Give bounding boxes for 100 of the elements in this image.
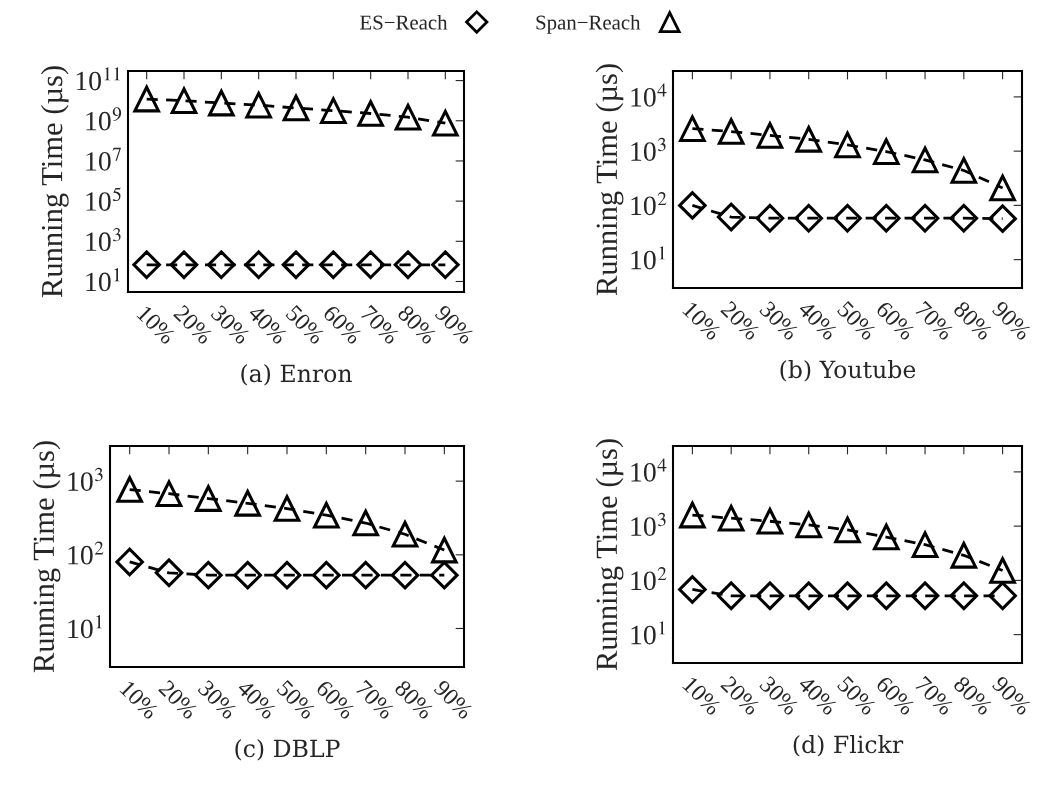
x-tick-label: 90% [433,679,474,720]
point [391,520,419,548]
point [989,557,1016,584]
point [794,509,823,539]
point [155,480,183,508]
x-tick-label: 90% [991,675,1033,716]
y-tick-label: 10$^{2}$ [68,541,104,565]
point [319,250,348,280]
point [678,575,707,604]
x-tick-label: 30% [197,679,238,720]
point [911,531,939,559]
legend-label: ES−Reach [360,14,448,30]
point [988,204,1017,233]
y-axis-title: Running Time (µs) [32,441,61,673]
point [756,122,784,149]
x-tick-label: 50% [836,675,878,716]
point [756,507,784,535]
point [431,250,460,280]
point [678,191,707,220]
point [430,534,459,564]
point [872,138,900,165]
x-tick-label: 20% [157,679,199,720]
point [244,250,273,280]
text: (a) Enron [241,364,352,386]
point [872,521,901,551]
y-tick-label: 10$^{3}$ [68,467,103,491]
point [356,250,385,280]
point [272,560,302,590]
y-tick-label: 10$^{4}$ [631,83,667,107]
x-tick-label: 70% [914,675,955,716]
point [717,118,745,145]
point [871,581,901,611]
y-tick-label: 10$^{2}$ [631,191,667,216]
y-tick-label: 10$^{11}$ [76,67,120,91]
point [234,489,261,517]
point [949,203,979,233]
legend-label: Span−Reach [536,14,641,34]
point [910,203,940,233]
y-tick-label: 10$^{3}$ [86,227,121,252]
x-tick-label: 50% [276,679,317,720]
point [833,581,862,611]
point [833,514,862,544]
x-tick-label: 70% [354,679,396,720]
point [950,157,978,184]
x-tick-label: 30% [758,675,800,716]
x-tick-label: 30% [210,304,251,345]
point [678,499,707,529]
point [679,115,706,142]
point [755,203,785,233]
point [313,501,340,529]
x-tick-label: 50% [836,300,878,341]
point [794,203,824,233]
y-tick-label: 10$^{1}$ [86,268,120,292]
y-tick-label: 10$^{1}$ [631,246,665,270]
point [351,507,380,537]
point [393,250,423,280]
point [755,581,785,611]
y-tick-label: 10$^{7}$ [86,147,121,171]
x-tick-label: 60% [875,675,916,716]
point [207,250,236,280]
y-axis-title: Running Time (µs) [595,64,624,296]
x-tick-label: 60% [875,300,916,341]
point [281,250,311,280]
point [871,203,901,233]
point [950,541,978,569]
y-tick-label: 10$^{1}$ [631,621,665,645]
point [910,144,940,174]
point [717,504,745,532]
point [430,560,459,590]
y-tick-label: 10$^{2}$ [631,566,667,591]
point [282,94,310,122]
point [320,97,347,124]
text: (c) DBLP [235,739,340,761]
point [245,91,272,119]
y-tick-label: 10$^{9}$ [86,107,122,131]
point [394,103,422,131]
point [833,203,862,233]
x-tick-label: 40% [236,678,278,720]
y-axis-title: Running Time (µs) [40,66,69,298]
point [794,581,824,611]
point [170,87,198,115]
text: (b) Youtube [780,360,916,382]
point [351,560,380,590]
point [194,560,223,590]
point [132,83,161,113]
y-axis-title: Running Time (µs) [595,439,624,671]
y-tick-label: 10$^{5}$ [86,187,121,211]
point [988,172,1017,202]
y-tick-label: 10$^{3}$ [631,512,666,536]
x-tick-label: 90% [991,300,1033,341]
point [312,560,341,590]
x-tick-label: 90% [434,304,475,345]
point [116,476,143,503]
point [910,581,940,611]
point [195,485,222,512]
point [390,560,420,590]
point [795,126,823,153]
point [154,558,184,588]
point [988,581,1017,611]
x-tick-label: 30% [758,300,800,341]
